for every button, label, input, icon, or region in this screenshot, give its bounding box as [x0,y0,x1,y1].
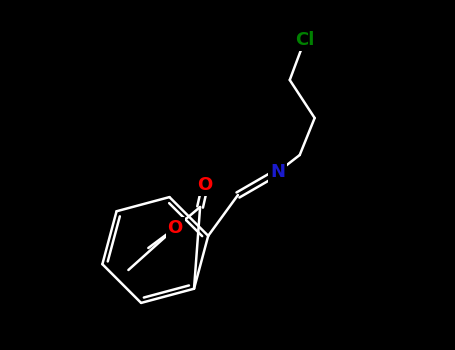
Text: Cl: Cl [295,31,314,49]
Text: N: N [270,163,285,181]
Text: O: O [167,219,183,237]
Text: O: O [197,176,213,194]
